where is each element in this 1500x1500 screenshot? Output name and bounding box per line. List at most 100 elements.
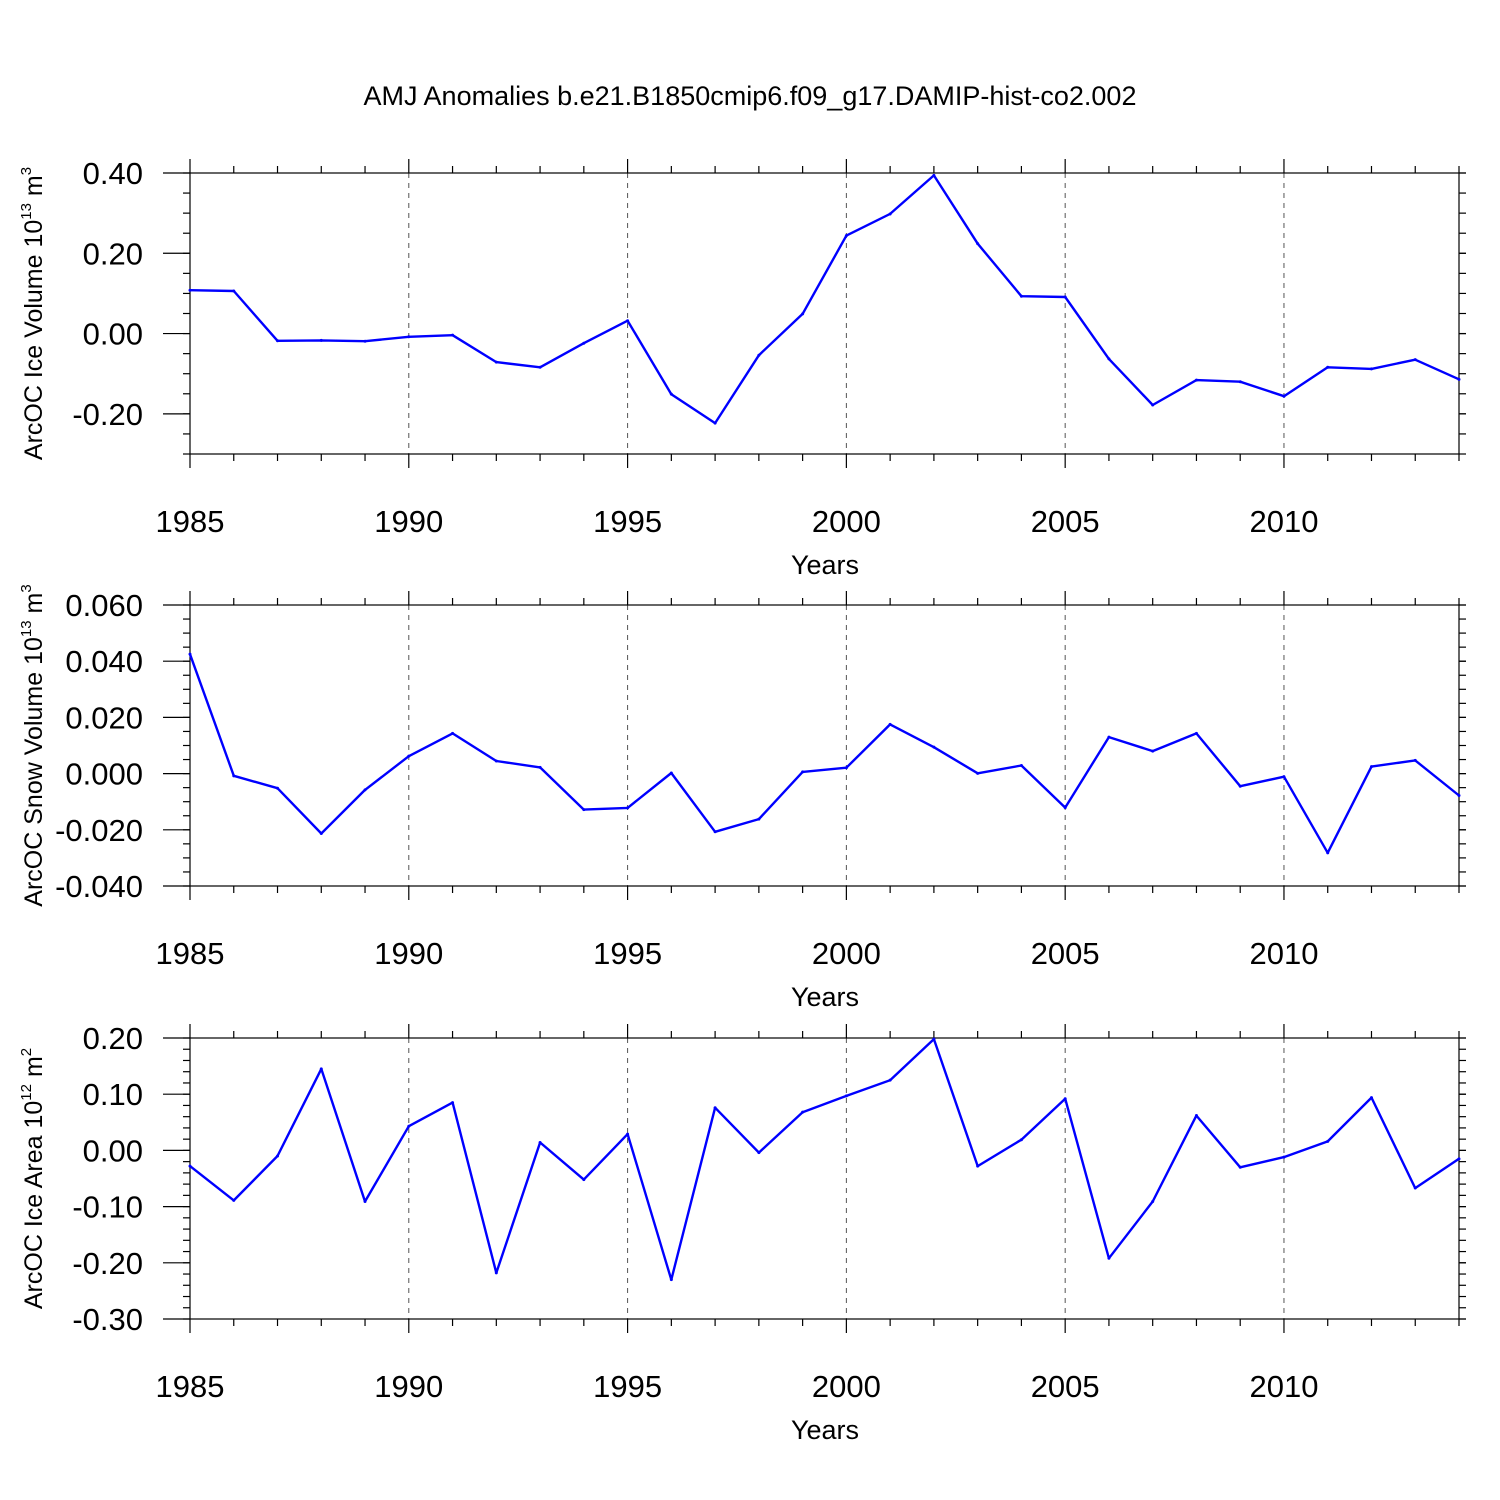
data-point-1991	[451, 731, 455, 735]
data-point-1995	[626, 806, 630, 810]
x-tick-label: 1990	[374, 936, 443, 971]
data-point-1990	[407, 754, 411, 758]
data-point-1999	[801, 770, 805, 774]
data-point-2006	[1107, 735, 1111, 739]
plot-frame	[189, 1037, 1460, 1320]
data-point-2005	[1063, 1097, 1067, 1101]
data-point-1997	[713, 830, 717, 834]
data-point-2012	[1369, 367, 1373, 371]
data-point-1996	[669, 771, 673, 775]
data-point-1999	[801, 1110, 805, 1114]
data-point-2014	[1457, 377, 1461, 381]
data-point-2013	[1413, 1186, 1417, 1190]
data-point-1995	[626, 319, 630, 323]
data-point-2005	[1063, 295, 1067, 299]
data-point-1997	[713, 421, 717, 425]
figure-title: AMJ Anomalies b.e21.B1850cmip6.f09_g17.D…	[364, 81, 1137, 111]
data-point-2004	[1019, 763, 1023, 767]
data-point-2010	[1282, 775, 1286, 779]
data-point-1993	[538, 365, 542, 369]
x-tick-label: 1985	[156, 504, 225, 539]
data-point-2001	[888, 212, 892, 216]
data-point-2006	[1107, 357, 1111, 361]
data-point-2003	[976, 242, 980, 246]
data-point-1995	[626, 1132, 630, 1136]
x-tick-label: 1990	[374, 504, 443, 539]
x-axis-label: Years	[791, 550, 859, 580]
data-point-1998	[757, 1151, 761, 1155]
data-point-2014	[1457, 1157, 1461, 1161]
y-tick-label: -0.30	[72, 1302, 143, 1337]
data-point-2002	[932, 173, 936, 177]
y-axis-label-unit-exponent: 2	[18, 1048, 35, 1056]
x-tick-label: 2000	[812, 936, 881, 971]
data-point-2000	[844, 234, 848, 238]
data-point-1993	[538, 765, 542, 769]
x-axis-label: Years	[791, 1415, 859, 1445]
data-point-2002	[932, 745, 936, 749]
y-axis-label-exponent: 13	[18, 203, 35, 220]
y-tick-label: 0.20	[83, 1021, 143, 1056]
series-line-ice-area	[189, 1037, 1460, 1281]
y-tick-label: -0.20	[72, 397, 143, 432]
y-tick-label: -0.20	[72, 1246, 143, 1281]
y-tick-label: 0.10	[83, 1077, 143, 1112]
data-point-2013	[1413, 758, 1417, 762]
data-point-1988	[319, 1067, 323, 1071]
data-point-1991	[451, 333, 455, 337]
y-axis-label-text: ArcOC Ice Volume 10	[20, 220, 48, 460]
y-tick-label: 0.000	[65, 757, 143, 792]
y-tick-label: 0.060	[65, 588, 143, 623]
data-point-1997	[713, 1106, 717, 1110]
data-point-2011	[1326, 851, 1330, 855]
data-point-1992	[494, 360, 498, 364]
x-tick-label: 1985	[156, 936, 225, 971]
chart-panel-ice-volume: -0.20 0.00 0.20 0.40 1985 1990 1995 2000 2005 201…	[18, 156, 1466, 580]
y-axis-label-unit-exponent: 3	[18, 167, 35, 175]
data-point-2003	[976, 1164, 980, 1168]
data-point-2004	[1019, 294, 1023, 298]
data-point-1988	[319, 831, 323, 835]
data-point-1986	[232, 1198, 236, 1202]
data-point-1998	[757, 353, 761, 357]
data-point-1985	[188, 288, 192, 292]
data-point-2012	[1369, 1096, 1373, 1100]
y-axis-label: ArcOC Ice Volume 1013 m3	[18, 167, 48, 460]
plot-frame	[189, 604, 1460, 887]
x-tick-label: 2005	[1031, 936, 1100, 971]
x-tick-label: 2000	[812, 1369, 881, 1404]
y-axis-label-unit: m	[20, 1056, 48, 1084]
x-tick-label: 2010	[1249, 936, 1318, 971]
x-tick-label: 1985	[156, 1369, 225, 1404]
y-tick-label: 0.040	[65, 644, 143, 679]
data-point-1994	[582, 808, 586, 812]
data-point-1986	[232, 289, 236, 293]
y-tick-label: 0.40	[83, 156, 143, 191]
data-point-2011	[1326, 365, 1330, 369]
data-point-2006	[1107, 1256, 1111, 1260]
x-tick-label: 2000	[812, 504, 881, 539]
data-point-2012	[1369, 765, 1373, 769]
data-point-1990	[407, 335, 411, 339]
y-axis-label-exponent: 12	[18, 1084, 35, 1101]
x-tick-label: 2010	[1249, 1369, 1318, 1404]
y-axis-label-text: ArcOC Snow Volume 10	[20, 637, 48, 907]
data-point-1987	[276, 1154, 280, 1158]
data-point-2009	[1238, 1165, 1242, 1169]
chart-panel-snow-volume: -0.040 -0.020 0.000 0.020 0.040 0.060 1985 1990…	[18, 584, 1466, 1012]
x-tick-label: 2005	[1031, 504, 1100, 539]
data-point-1985	[188, 1164, 192, 1168]
data-point-2011	[1326, 1139, 1330, 1143]
y-tick-label: -0.020	[55, 813, 143, 848]
y-tick-label: 0.00	[83, 317, 143, 352]
data-point-2008	[1194, 378, 1198, 382]
data-point-1999	[801, 312, 805, 316]
series-line-snow-volume	[188, 653, 1460, 854]
data-point-2002	[932, 1037, 936, 1041]
data-point-1988	[319, 338, 323, 342]
data-point-2003	[976, 771, 980, 775]
y-tick-label: 0.020	[65, 700, 143, 735]
data-point-1994	[582, 1178, 586, 1182]
data-point-1996	[669, 1278, 673, 1282]
